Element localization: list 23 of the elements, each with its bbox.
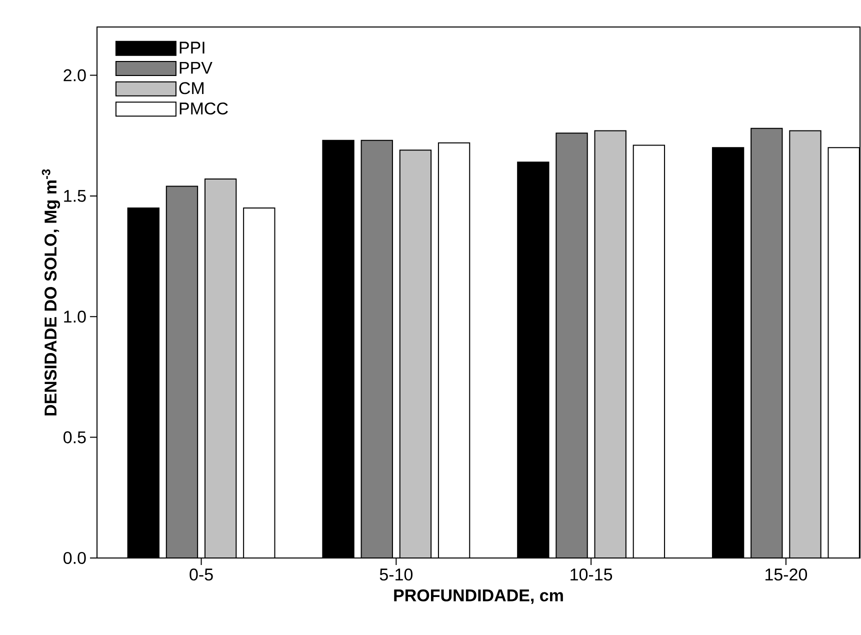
x-axis-title: PROFUNDIDADE, cm: [394, 589, 563, 604]
x-tick-label: 5-10: [380, 568, 413, 581]
bar: [166, 186, 198, 558]
x-tick-label: 0-5: [190, 568, 213, 581]
x-tick-label: 10-15: [570, 568, 612, 581]
bar: [789, 130, 822, 558]
bar: [399, 150, 432, 558]
bar: [360, 140, 393, 558]
y-tick-label: 2.0: [64, 69, 86, 82]
x-tick-label: 15-20: [766, 568, 808, 581]
y-tick-label: 1.0: [64, 310, 86, 323]
bar: [594, 130, 626, 558]
bar: [750, 128, 783, 558]
legend-label: PMCC: [180, 102, 228, 115]
bar: [204, 178, 237, 558]
y-tick-label: 0.0: [64, 552, 86, 564]
y-tick-label: 1.5: [64, 190, 86, 202]
legend-label: CM: [179, 82, 204, 94]
bar: [556, 132, 588, 558]
y-axis-title: DENSIDADE DO SOLO, Mg m$^{-3}$: [42, 169, 60, 416]
legend-label: PPI: [180, 42, 204, 54]
legend-label: PPV: [180, 62, 212, 74]
y-tick-label: 0.5: [64, 431, 86, 444]
